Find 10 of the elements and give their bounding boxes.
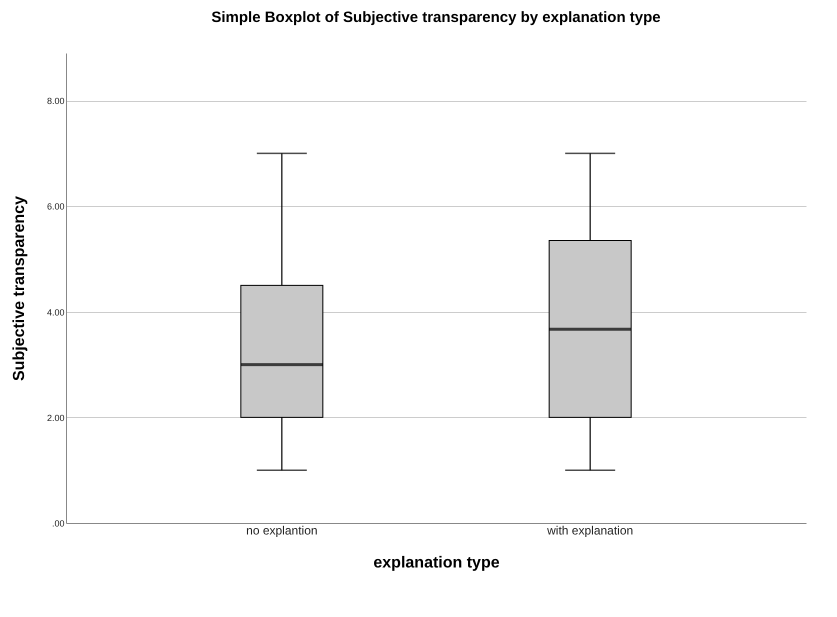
y-tick-label: 4.00	[46, 307, 64, 318]
y-tick-label: .00	[52, 518, 64, 528]
chart-title: Simple Boxplot of Subjective transparency by explanation type	[211, 9, 661, 26]
y-axis-title: Subjective transparency	[10, 196, 28, 381]
y-tick-label: 8.00	[46, 96, 64, 106]
y-tick-label: 2.00	[46, 412, 64, 423]
x-tick-label: with explanation	[546, 524, 634, 538]
y-tick-label: 6.00	[46, 202, 64, 212]
x-axis-title: explanation type	[373, 554, 500, 572]
x-tick-label: no explantion	[246, 524, 318, 538]
